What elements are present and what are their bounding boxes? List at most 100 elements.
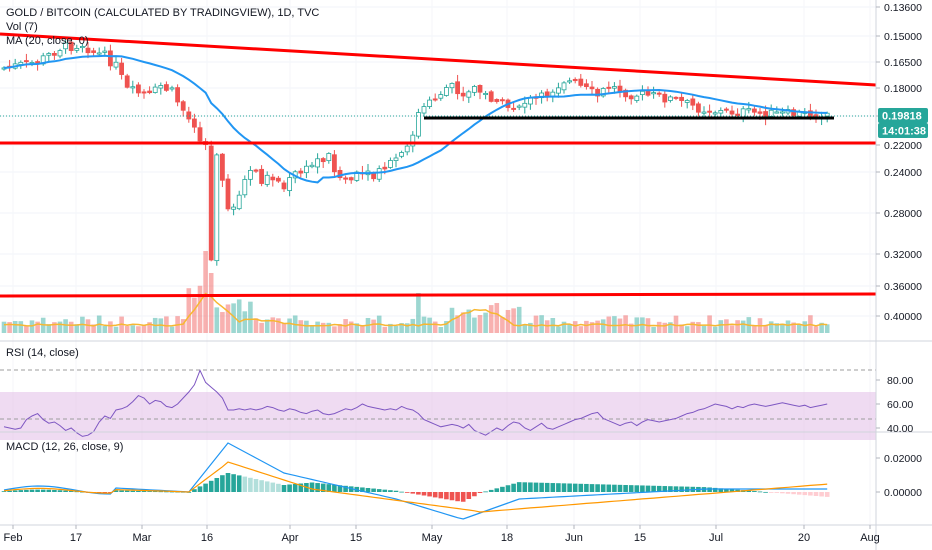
price-tick-label: 0.24000 [884, 167, 922, 179]
macd-histogram-bar [320, 483, 326, 492]
rsi-tick-label: 40.00 [887, 423, 913, 435]
macd-histogram-bar [774, 492, 780, 493]
drawings [0, 32, 877, 298]
candle-body [746, 108, 752, 111]
macd-histogram-bar [539, 482, 544, 492]
candle-body [124, 75, 130, 88]
candle-body [191, 118, 197, 128]
volume-bar [113, 326, 119, 333]
candle-body [348, 177, 354, 181]
macd-histogram-bar [606, 484, 612, 492]
candle-body [197, 127, 203, 142]
candle-body [399, 152, 405, 157]
macd-histogram-bar [544, 482, 550, 492]
macd-histogram-bar [472, 492, 477, 497]
candle-body [494, 99, 500, 102]
volume-bar [214, 307, 220, 333]
candle-body [96, 52, 102, 55]
volume-bar [488, 305, 494, 333]
volume-bar [824, 324, 830, 333]
macd-histogram-bar [388, 490, 393, 492]
macd-pane[interactable] [1, 442, 830, 520]
macd-histogram-bar [287, 484, 292, 492]
candle-body [791, 109, 796, 117]
macd-histogram-bar [7, 490, 12, 492]
macd-histogram-bar [662, 486, 668, 492]
rsi-axis[interactable]: 80.00 60.00 40.00 [876, 375, 913, 435]
volume-bar [679, 324, 684, 333]
macd-histogram-bar [808, 492, 813, 496]
macd-histogram-bar [292, 484, 298, 492]
macd-histogram-bar [724, 488, 729, 492]
macd-histogram-bar [595, 484, 600, 492]
volume-bar [102, 325, 108, 333]
macd-histogram-bar [780, 492, 785, 494]
candle-body [113, 61, 119, 68]
volume-ma-line [3, 292, 828, 327]
macd-histogram-bar [214, 478, 220, 492]
volume-bar [539, 315, 544, 333]
volume-bar [371, 319, 376, 333]
candle-body [724, 108, 729, 111]
volume-bar [52, 322, 57, 333]
candle-body [455, 81, 461, 95]
candle-body [23, 60, 29, 63]
candle-body [735, 113, 740, 116]
volume-bar [231, 303, 236, 333]
volume-bar [287, 318, 292, 333]
volume-bar [108, 321, 113, 333]
candle-body [673, 96, 679, 99]
volume-bar [466, 309, 472, 333]
candle-body [147, 90, 153, 94]
macd-histogram-bar [130, 490, 136, 492]
macd-histogram-bar [152, 491, 158, 493]
volume-bar [35, 321, 40, 333]
volume-bar [483, 312, 488, 333]
candle-body [595, 88, 600, 97]
macd-histogram-bar [589, 484, 595, 492]
macd-axis[interactable]: 0.02000 0.00000 [876, 453, 922, 499]
time-axis[interactable]: Feb 17 Mar 16 Apr 15 May 18 Jun 15 Jul 20 Aug [4, 525, 880, 544]
volume-bar [136, 326, 141, 333]
volume-bar [477, 315, 483, 333]
macd-histogram-bar [483, 491, 488, 493]
macd-histogram-bar [556, 483, 561, 492]
macd-histogram-bar [371, 488, 376, 492]
macd-histogram-bar [35, 489, 40, 492]
volume-bar [404, 323, 410, 333]
macd-histogram-bar [220, 475, 225, 492]
candle-body [158, 85, 164, 89]
volume-bar [724, 319, 729, 333]
candle-body [169, 87, 175, 90]
price-pane[interactable] [0, 32, 877, 333]
macd-histogram-bar [141, 491, 147, 492]
macd-histogram-bar [40, 489, 46, 492]
volume-bar [595, 320, 600, 333]
volume-bar [511, 308, 516, 333]
volume-bar [259, 322, 264, 333]
price-tick-label: 0.13600 [884, 2, 922, 14]
macd-histogram-bar [567, 483, 572, 492]
candle-body [410, 134, 416, 147]
candle-body [281, 182, 287, 190]
candle-body [393, 157, 399, 161]
candle-body [460, 92, 466, 97]
volume-bar [460, 312, 466, 333]
macd-histogram-bar [444, 492, 449, 500]
candle-body [309, 164, 315, 168]
macd-histogram-bar [449, 492, 455, 501]
candle-body [712, 112, 718, 115]
volume-bar [220, 312, 225, 333]
macd-histogram-bar [455, 492, 460, 502]
candle-body [331, 154, 337, 173]
volume-bar [696, 322, 701, 333]
macd-histogram-bar [253, 479, 259, 492]
candle-body [287, 177, 293, 191]
macd-histogram-bar [511, 483, 516, 492]
volume-bar [18, 321, 24, 333]
candle-body [483, 93, 489, 96]
volume-bar [780, 323, 785, 333]
macd-histogram-bar [192, 489, 197, 492]
macd-histogram-bar [108, 492, 113, 493]
